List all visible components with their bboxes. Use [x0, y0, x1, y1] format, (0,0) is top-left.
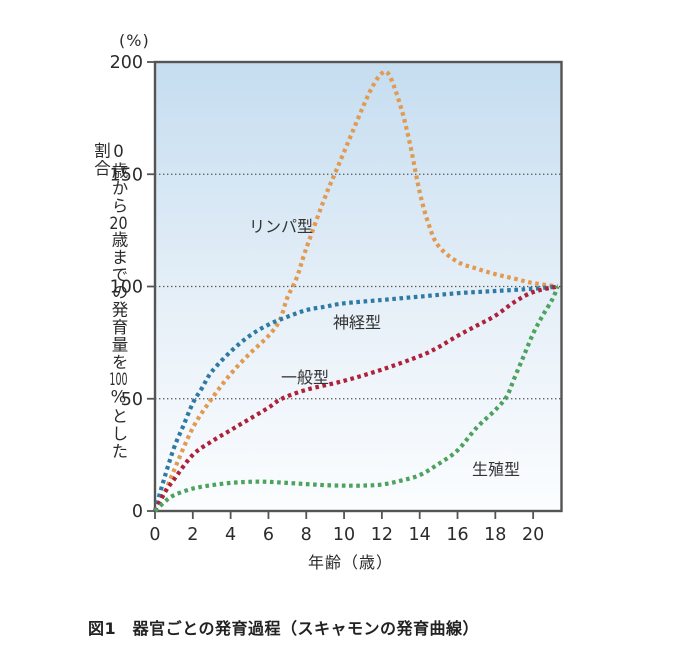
y-axis-title: 0歳から20歳までの発育量を100%とした割合: [91, 142, 128, 472]
y-tick-label: 0: [132, 502, 143, 522]
x-tick-label: 2: [187, 525, 198, 545]
curve-label-general: 一般型: [281, 368, 330, 387]
y-axis-title-part: 100: [109, 371, 128, 388]
x-tick-label: 0: [149, 525, 160, 545]
y-axis-unit-label: (%): [119, 31, 150, 50]
x-tick-label: 8: [301, 525, 312, 545]
x-tick-label: 20: [522, 525, 544, 545]
curve-0-lymphoid: [153, 69, 559, 512]
y-tick-label: 50: [121, 390, 143, 410]
y-axis-title-part: 歳までの発育量を: [108, 231, 128, 371]
x-tick-label: 14: [409, 525, 431, 545]
x-tick-label: 16: [446, 525, 468, 545]
y-tick-label: 100: [110, 278, 143, 298]
x-tick-label: 12: [371, 525, 393, 545]
x-tick-label: 18: [484, 525, 506, 545]
y-axis-title-part: 0歳から: [108, 142, 128, 215]
y-axis-title-part: %とした割合: [91, 142, 128, 460]
y-axis-title-part: 20: [109, 214, 128, 232]
x-axis-label: 年齢（歳）: [308, 553, 394, 572]
y-tick-label: 150: [110, 165, 143, 185]
curve-label-lymphoid: リンパ型: [249, 217, 314, 236]
figure-caption: 図1 器官ごとの発育過程（スキャモンの発育曲線）: [88, 619, 479, 638]
curve-label-genital: 生殖型: [472, 460, 521, 479]
y-tick-label: 200: [110, 53, 143, 73]
x-tick-label: 10: [333, 525, 355, 545]
x-tick-label: 6: [263, 525, 274, 545]
x-tick-label: 4: [225, 525, 236, 545]
curve-label-neural: 神経型: [333, 313, 382, 332]
curve-2-general: [153, 284, 559, 512]
